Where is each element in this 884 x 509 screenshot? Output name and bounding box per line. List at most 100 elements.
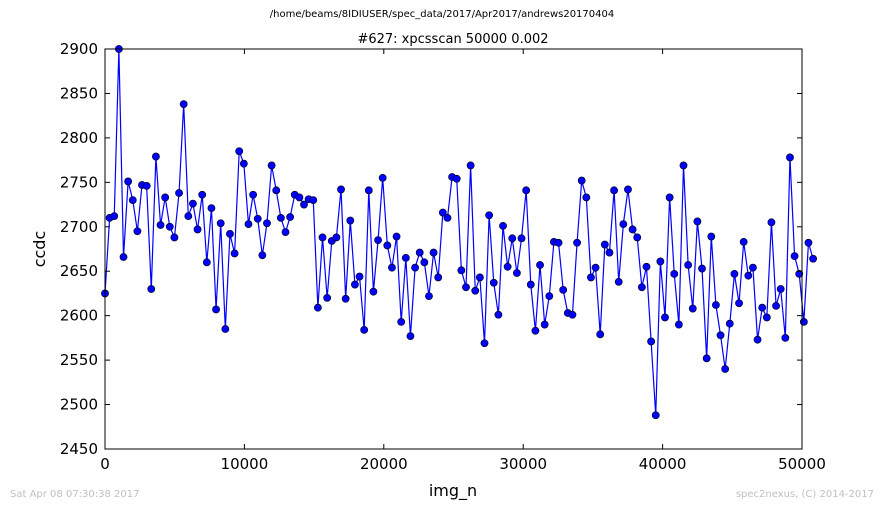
- y-tick-label: 2800: [60, 129, 98, 147]
- data-point: [790, 252, 799, 261]
- data-point: [670, 269, 679, 278]
- data-point: [637, 283, 646, 292]
- y-tick-label: 2850: [60, 84, 98, 102]
- data-point: [147, 285, 156, 293]
- x-tick-label: 0: [100, 455, 110, 473]
- data-point: [471, 286, 480, 295]
- data-point: [526, 280, 535, 289]
- data-point: [513, 269, 521, 277]
- data-point: [235, 147, 244, 156]
- data-point: [804, 238, 813, 247]
- data-point: [156, 221, 165, 229]
- data-point: [207, 204, 216, 213]
- data-point: [503, 262, 512, 271]
- data-point: [795, 269, 804, 278]
- data-point: [721, 365, 730, 373]
- data-point: [267, 161, 276, 170]
- data-point: [786, 153, 794, 162]
- data-point: [184, 212, 193, 221]
- data-point: [142, 181, 151, 190]
- data-point: [425, 292, 433, 301]
- data-point: [749, 263, 757, 272]
- data-point: [781, 333, 790, 342]
- data-point: [133, 227, 142, 236]
- data-point: [536, 261, 544, 269]
- data-point: [263, 219, 271, 228]
- data-point: [712, 301, 720, 309]
- data-point: [378, 173, 387, 182]
- data-point: [762, 313, 771, 322]
- data-point: [161, 193, 170, 202]
- data-point: [716, 331, 725, 340]
- footer-timestamp: Sat Apr 08 07:30:38 2017: [10, 489, 140, 500]
- data-point: [674, 320, 683, 329]
- data-point: [337, 185, 345, 194]
- data-point: [388, 263, 396, 272]
- data-point: [517, 234, 526, 243]
- data-point: [401, 253, 410, 262]
- data-point: [341, 294, 350, 303]
- data-point: [485, 211, 494, 220]
- data-point: [596, 330, 605, 339]
- data-point: [364, 186, 373, 195]
- data-point: [462, 283, 470, 292]
- x-tick-label: 10000: [221, 455, 269, 473]
- data-point: [744, 271, 753, 280]
- data-point: [253, 214, 262, 223]
- data-point: [628, 225, 637, 234]
- data-point: [633, 233, 642, 242]
- y-tick-label: 2600: [60, 307, 98, 325]
- data-point: [656, 257, 665, 266]
- data-point: [647, 337, 656, 346]
- data-point: [165, 222, 174, 231]
- data-point: [568, 310, 577, 319]
- data-point: [318, 233, 327, 242]
- data-point: [212, 305, 220, 314]
- data-point: [684, 261, 693, 269]
- data-point: [406, 332, 415, 341]
- data-point: [119, 253, 128, 261]
- data-point: [276, 213, 285, 222]
- data-point: [258, 251, 267, 260]
- data-point: [573, 238, 581, 247]
- data-point: [452, 174, 461, 183]
- data-point: [170, 233, 179, 242]
- data-point: [346, 216, 355, 225]
- data-point: [577, 176, 586, 185]
- data-point: [179, 100, 188, 109]
- data-point: [355, 272, 364, 281]
- data-point: [540, 320, 549, 329]
- y-tick-label: 2450: [60, 440, 98, 458]
- data-point: [554, 238, 563, 247]
- data-point: [614, 277, 623, 286]
- data-point: [457, 266, 466, 275]
- x-axis-label: img_n: [429, 481, 477, 501]
- data-point: [559, 285, 568, 294]
- data-point: [286, 213, 295, 221]
- data-point: [281, 228, 290, 237]
- data-point: [499, 221, 507, 230]
- data-point: [397, 317, 406, 326]
- data-point: [226, 229, 234, 238]
- data-point: [369, 287, 378, 296]
- data-point: [272, 186, 281, 195]
- x-tick-label: 50000: [778, 455, 826, 473]
- data-point: [466, 161, 475, 170]
- data-point: [679, 161, 688, 170]
- data-point: [725, 319, 734, 328]
- chart-title: #627: xpcsscan 50000 0.002: [357, 32, 548, 47]
- data-point: [244, 220, 253, 229]
- data-point: [443, 213, 452, 222]
- data-point: [508, 234, 517, 243]
- data-point: [221, 325, 230, 333]
- data-point: [198, 190, 207, 199]
- data-point: [175, 189, 183, 197]
- data-point: [619, 220, 628, 229]
- data-point: [494, 310, 503, 319]
- data-point: [475, 273, 484, 282]
- y-tick-label: 2650: [60, 262, 98, 280]
- data-point: [735, 299, 743, 308]
- data-point: [702, 354, 711, 363]
- data-point: [776, 285, 785, 293]
- data-point: [193, 225, 202, 234]
